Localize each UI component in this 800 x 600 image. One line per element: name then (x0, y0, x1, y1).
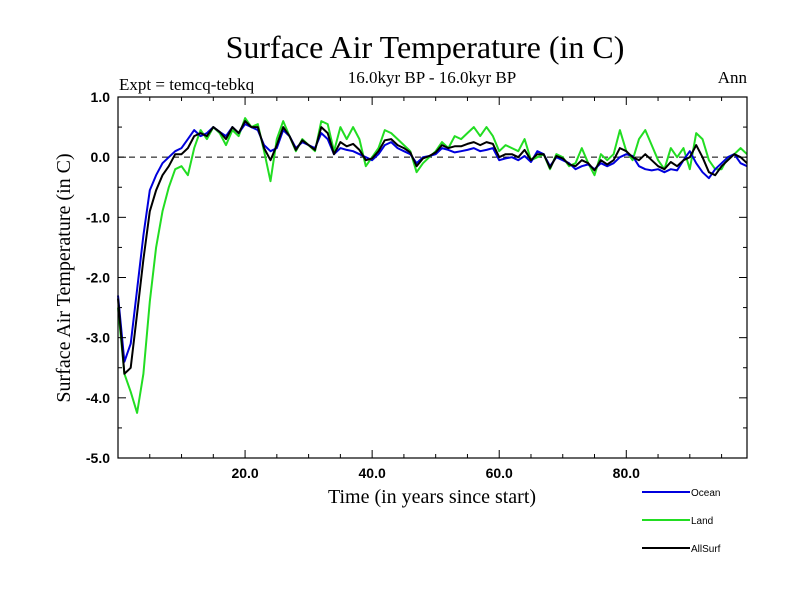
y-tick-label: -1.0 (86, 209, 110, 225)
y-tick-label: -4.0 (86, 390, 110, 406)
x-tick-label: 20.0 (231, 465, 258, 481)
y-tick-label: -2.0 (86, 270, 110, 286)
legend-label-land: Land (691, 516, 713, 527)
y-axis-label: Surface Air Temperature (in C) (53, 153, 75, 402)
chart-subtitle: 16.0kyr BP - 16.0kyr BP (348, 68, 516, 87)
y-tick-label: -5.0 (86, 450, 110, 466)
series-line-allsurf (117, 120, 748, 375)
series-group (117, 117, 748, 414)
y-tick-label: -3.0 (86, 330, 110, 346)
expt-label: Expt = temcq-tebkq (119, 75, 255, 94)
x-tick-label: 40.0 (359, 465, 386, 481)
legend-label-ocean: Ocean (691, 488, 720, 499)
y-axis: 1.0 0.0 -1.0 -2.0 -3.0 -4.0 -5.0 (86, 89, 747, 466)
y-tick-label: 1.0 (91, 89, 111, 105)
x-axis: 20.0 40.0 60.0 80.0 (149, 97, 723, 481)
x-tick-label: 80.0 (613, 465, 640, 481)
plot-area: 1.0 0.0 -1.0 -2.0 -3.0 -4.0 -5.0 20.0 40.0 60.0 8… (86, 89, 748, 481)
chart-title: Surface Air Temperature (in C) (226, 29, 625, 65)
period-label: Ann (718, 68, 748, 87)
x-axis-label: Time (in years since start) (328, 486, 536, 508)
legend-label-allsurf: AllSurf (691, 544, 721, 555)
legend: Ocean Land AllSurf (642, 488, 721, 555)
x-tick-label: 60.0 (486, 465, 513, 481)
y-tick-label: 0.0 (91, 149, 111, 165)
